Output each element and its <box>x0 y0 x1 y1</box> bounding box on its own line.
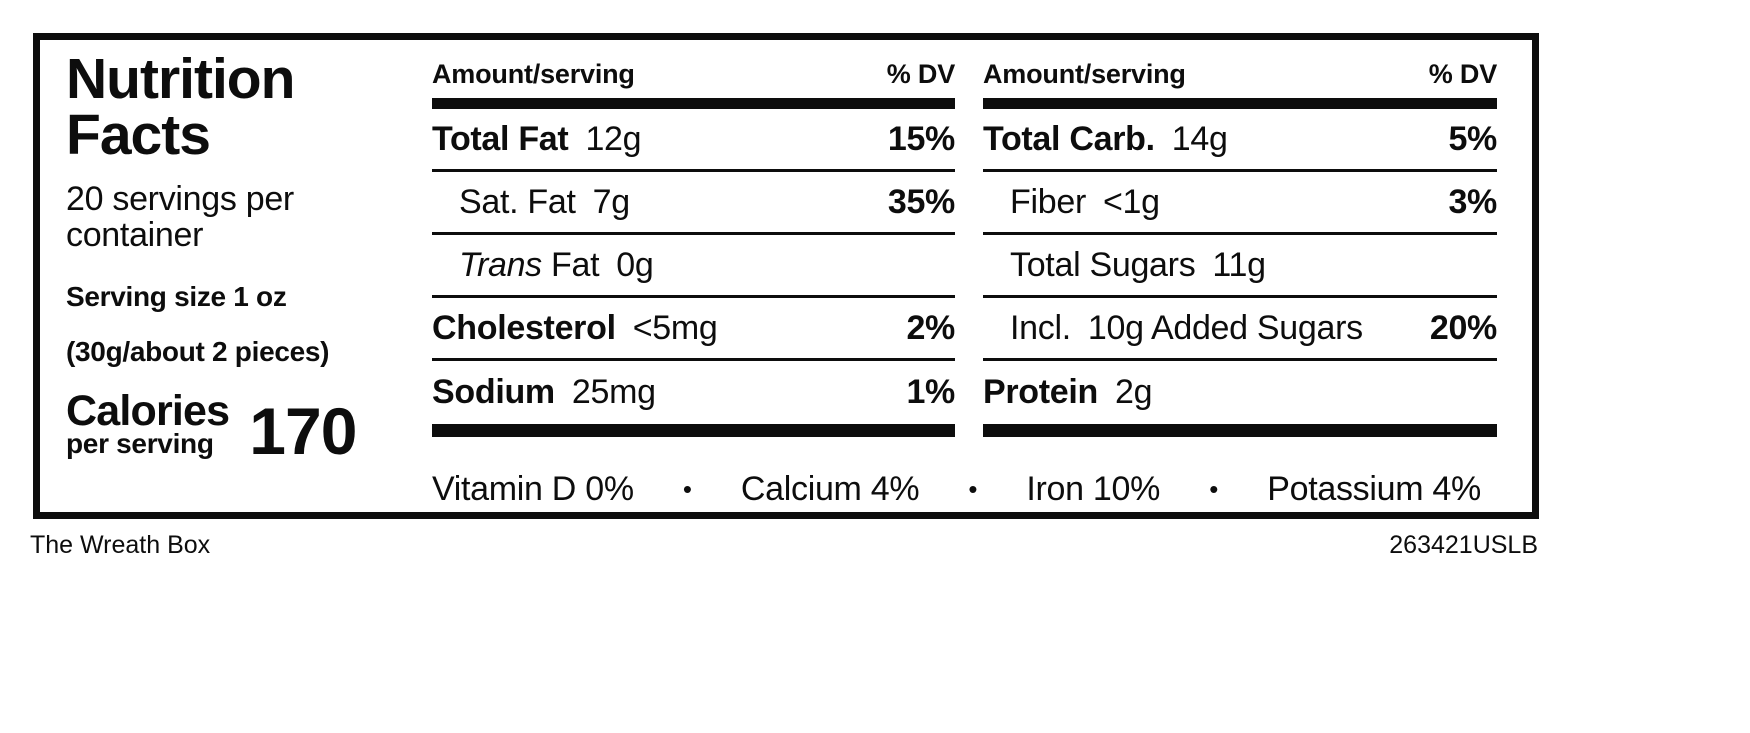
calories-labels: Calories per serving <box>66 387 230 459</box>
nutrient-amount: 25mg <box>571 373 656 411</box>
nutrient-name: Sat. Fat <box>459 182 576 221</box>
nutrient-name-and-amount: Protein 2g <box>983 373 1153 412</box>
nutrient-amount: 14g <box>1171 119 1228 158</box>
footer: The Wreath Box 263421USLB <box>30 531 1538 560</box>
label-title: Nutrition Facts <box>66 47 295 167</box>
title-column: Nutrition Facts 20 servings per containe… <box>66 40 416 469</box>
micronutrient-item: Calcium 4% <box>740 470 920 509</box>
nutrient-row: Protein 2g <box>983 361 1497 424</box>
calories-block: Calories per serving 170 <box>66 387 416 469</box>
bottom-rule <box>983 424 1497 437</box>
nutrient-name: Protein <box>983 373 1099 411</box>
nutrient-amount: <1g <box>1102 182 1160 221</box>
label-code: 263421USLB <box>1389 531 1538 559</box>
nutrient-rows: Total Fat 12g 15% Sat. Fat 7g 35% Trans Fat 0g C… <box>432 109 955 424</box>
nutrient-row: Total Fat 12g 15% <box>432 109 955 172</box>
header-rule <box>983 98 1497 109</box>
servings-per-container: 20 servings per container <box>66 179 294 255</box>
nutrient-name: Total Carb. <box>983 119 1155 158</box>
micronutrient-item: Iron 10% <box>1026 470 1161 509</box>
nutrient-daily-value: 2% <box>906 308 955 347</box>
nutrient-daily-value: 20% <box>1429 308 1497 347</box>
bullet-separator: • <box>968 474 978 505</box>
nutrient-name-and-amount: Fiber <1g <box>1010 183 1160 222</box>
calories-value: 170 <box>249 394 357 469</box>
header-rule <box>432 98 955 109</box>
nutrient-amount: 10g Added Sugars <box>1087 308 1363 347</box>
bullet-separator: • <box>1209 474 1219 505</box>
nutrient-name: Trans Fat <box>459 245 600 284</box>
nutrient-name-and-amount: Incl. 10g Added Sugars <box>1010 309 1363 348</box>
nutrient-name-and-amount: Total Sugars 11g <box>1010 246 1266 285</box>
nutrient-row: Sodium 25mg 1% <box>432 361 955 424</box>
nutrient-amount: 7g <box>592 182 631 221</box>
nutrient-column-left: Amount/serving % DV Total Fat 12g 15% Sat. … <box>432 40 955 458</box>
column-header: Amount/serving % DV <box>983 40 1497 98</box>
nutrient-daily-value: 15% <box>887 119 955 158</box>
nutrient-name: Incl. <box>1010 308 1071 347</box>
nutrient-rows: Total Carb. 14g 5% Fiber <1g 3% Total Sugars 11… <box>983 109 1497 424</box>
nutrient-name-and-amount: Total Carb. 14g <box>983 120 1228 159</box>
micronutrient-item: Potassium 4% <box>1267 470 1481 509</box>
nutrient-amount: 2g <box>1115 373 1153 411</box>
nutrition-facts-label: Nutrition Facts 20 servings per containe… <box>33 33 1539 519</box>
nutrient-name: Fiber <box>1010 182 1086 221</box>
percent-dv-header: % DV <box>886 59 955 89</box>
nutrient-daily-value: 35% <box>887 182 955 221</box>
italic-prefix: Trans <box>459 245 542 284</box>
nutrient-name-and-amount: Sat. Fat 7g <box>459 183 630 222</box>
nutrient-name: Total Fat <box>432 119 569 158</box>
nutrient-row: Trans Fat 0g <box>432 235 955 298</box>
nutrient-daily-value: 3% <box>1448 182 1497 221</box>
nutrient-row: Cholesterol <5mg 2% <box>432 298 955 361</box>
nutrient-name: Total Sugars <box>1010 245 1196 284</box>
nutrient-amount: <5mg <box>632 308 718 347</box>
micronutrients-row: Vitamin D 0% • Calcium 4% • Iron 10% • Potassi… <box>432 458 1497 522</box>
nutrient-name-and-amount: Sodium 25mg <box>432 373 656 412</box>
calories-label: Calories <box>66 387 230 436</box>
micronutrient-item: Vitamin D 0% <box>432 470 634 509</box>
nutrient-daily-value: 5% <box>1448 119 1497 158</box>
nutrient-row: Total Carb. 14g 5% <box>983 109 1497 172</box>
nutrient-name-and-amount: Trans Fat 0g <box>459 245 654 285</box>
nutrient-daily-value: 1% <box>906 373 955 411</box>
nutrient-name: Cholesterol <box>432 308 616 347</box>
percent-dv-header: % DV <box>1428 59 1497 89</box>
amount-per-serving-header: Amount/serving <box>432 59 635 89</box>
nutrient-name-and-amount: Total Fat 12g <box>432 119 642 159</box>
serving-size-detail: (30g/about 2 pieces) <box>66 336 330 368</box>
nutrient-row: Total Sugars 11g <box>983 235 1497 298</box>
label-grid: Nutrition Facts 20 servings per containe… <box>40 40 1532 512</box>
serving-size: Serving size 1 oz <box>66 281 287 313</box>
calories-sub-label: per serving <box>66 427 214 459</box>
nutrient-name: Sodium <box>432 373 555 411</box>
nutrient-name-and-amount: Cholesterol <5mg <box>432 309 718 348</box>
bottom-rule <box>432 424 955 437</box>
column-header: Amount/serving % DV <box>432 40 955 98</box>
bullet-separator: • <box>682 474 692 505</box>
brand-name: The Wreath Box <box>30 531 211 559</box>
nutrient-column-right: Amount/serving % DV Total Carb. 14g 5% Fibe… <box>983 40 1497 458</box>
nutrient-row: Sat. Fat 7g 35% <box>432 172 955 235</box>
nutrient-amount: 12g <box>585 119 642 158</box>
nutrient-row: Fiber <1g 3% <box>983 172 1497 235</box>
nutrient-row: Incl. 10g Added Sugars 20% <box>983 298 1497 361</box>
nutrient-amount: 0g <box>616 245 654 284</box>
nutrient-amount: 11g <box>1212 245 1266 284</box>
amount-per-serving-header: Amount/serving <box>983 59 1186 89</box>
